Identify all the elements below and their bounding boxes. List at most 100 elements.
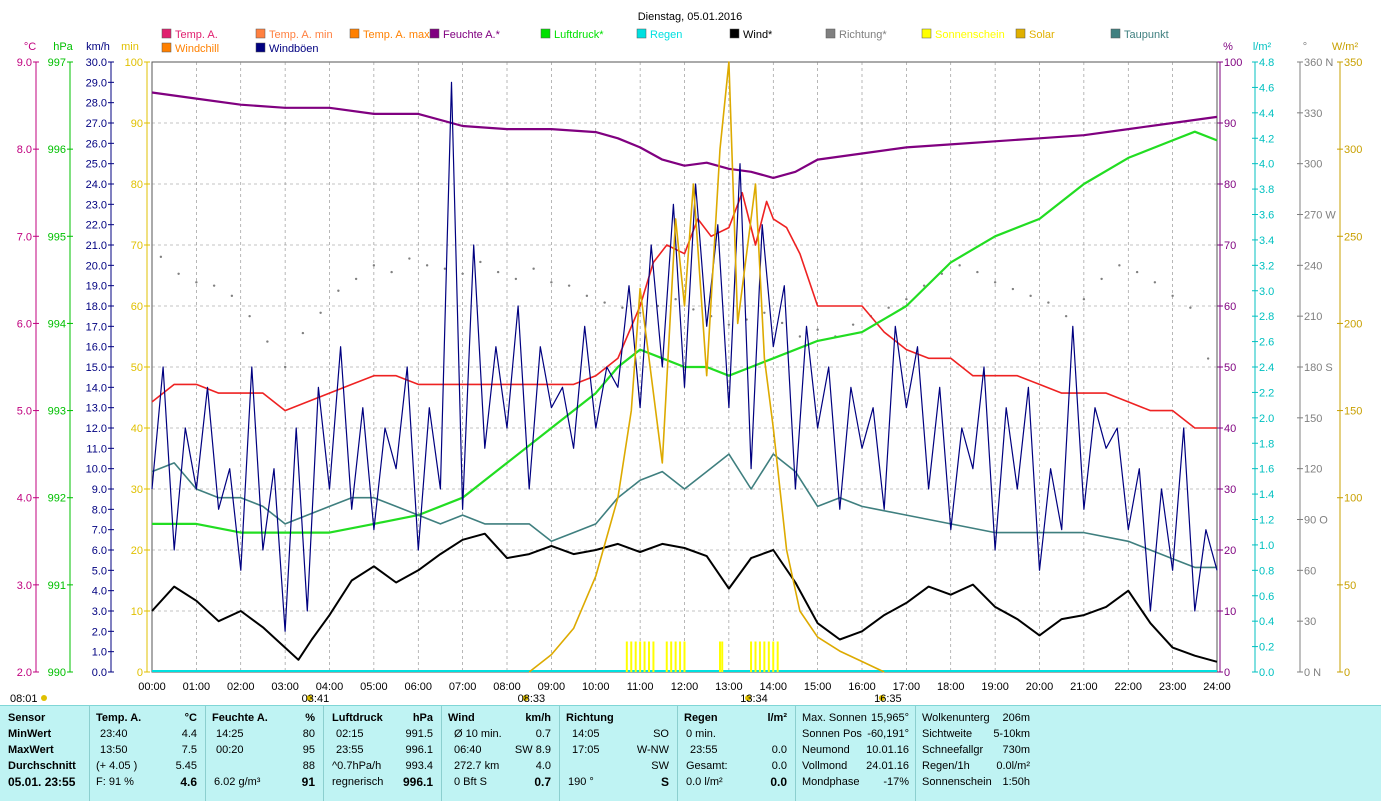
direction-point [692,308,695,311]
legend-swatch [161,42,172,53]
rain-duration: 0 min. [686,728,716,740]
axis-tick-label: 28.0 [86,98,107,110]
direction-point [585,294,589,298]
humidity-column: Feuchte A. % 14:25 80 00:20 95 88 6.02 g… [206,706,324,801]
axis-tick-label: 10 [1224,606,1236,618]
direction-point [248,314,251,318]
axis-tick-label: 26.0 [86,138,107,150]
axis-tick-label: 100 [125,57,143,69]
axis-unit-label: °C [24,41,36,53]
misc-value-2: 5-10km [993,728,1030,740]
axis-tick-label: 994 [48,318,66,330]
direction-point [479,260,482,264]
misc-label-1: Wolkenunterg [922,712,990,724]
temp-max-value: 7.5 [181,744,197,756]
axis-tick-label: 8.0 [92,504,107,516]
axis-tick-label: 4.2 [1259,133,1274,145]
axis-tick-label: 2.0 [92,626,107,638]
press-unit: hPa [412,712,433,724]
legend-label: Wind* [743,29,773,41]
direction-point [1135,270,1139,274]
x-tick-label: 21:00 [1070,681,1098,693]
legend-label: Regen [650,29,682,41]
direction-point [780,321,784,325]
axis-tick-label: 60 [131,301,143,313]
axis-tick-label: 2.6 [1259,337,1274,349]
axis-tick-label: 995 [48,231,66,243]
axis-tick-label: 180 S [1304,362,1333,374]
dir-time-1: 14:05 [572,728,600,740]
axis-tick-label: 0.4 [1259,616,1274,628]
legend-label: Windchill [175,43,219,55]
wind-max-value: SW 8.9 [514,744,551,756]
axis-tick-label: 50 [1344,580,1356,592]
dir-value-1: SO [653,728,669,740]
press-forecast: regnerisch [332,776,384,788]
rain-total-label: Gesamt: [686,760,728,772]
chart-title: Dienstag, 05.01.2016 [638,11,743,23]
dir-time-2: 17:05 [572,744,600,756]
direction-point [354,277,358,281]
legend-swatch [825,28,836,39]
legend-label: Solar [1029,29,1055,41]
legend-label: Windböen [269,43,319,55]
misc-value-3: 730m [1002,744,1030,756]
weather-chart: Dienstag, 05.01.2016 Temp. A. Temp. A. mi… [10,11,1362,705]
minwert-label: MinWert [8,728,52,740]
legend-swatch [729,28,740,39]
direction-point [1153,281,1157,284]
axis-tick-label: 4.0 [17,493,32,505]
direction-point [1100,277,1103,281]
astro-value-2: -60,191° [867,728,909,740]
x-tick-label: 02:00 [227,681,255,693]
astro-value-1: 15,965° [870,712,909,724]
direction-point [958,264,961,267]
legend-swatch [1110,28,1121,39]
press-current: 996.1 [402,775,433,789]
legend-label: Luftdruck* [554,29,604,41]
axis-tick-label: 7.0 [17,231,32,243]
axis-tick-label: 30 [1224,484,1236,496]
x-tick-label: 15:00 [804,681,832,693]
direction-point [816,328,819,331]
dir-value-2: W-NW [636,744,669,756]
direction-point [851,323,855,326]
x-tick-label: 08:00 [493,681,521,693]
axis-tick-label: 40 [1224,423,1236,435]
dir-degrees: 190 ° [568,776,594,788]
temp-unit: °C [184,712,197,724]
x-tick-label: 05:00 [360,681,388,693]
time-marker-icon [745,695,752,701]
dir-avg: SW [651,760,669,772]
misc-label-2: Sichtweite [922,728,973,740]
series-line [151,81,1218,632]
axis-tick-label: 9.0 [92,484,107,496]
axis-tick-label: 3.0 [17,580,32,592]
x-tick-label: 07:00 [449,681,477,693]
hum-max-time: 00:20 [216,744,244,756]
axis-tick-label: 100 [1344,493,1362,505]
misc-value-1: 206m [1002,712,1030,724]
legend-swatch [1015,28,1026,39]
axis-tick-label: 3.8 [1259,184,1274,196]
direction-point [443,267,447,270]
press-min-time: 02:15 [336,728,364,740]
temp-feel: F: 91 % [96,776,134,788]
axis-tick-label: 3.4 [1259,235,1274,247]
direction-point [319,311,322,314]
axis-unit-label: km/h [86,41,110,53]
axis-tick-label: 20 [1224,545,1236,557]
x-axis: 00:00 01:00 02:00 03:00 04:00 05:00 06:00 07:00… [10,681,1231,705]
rain-unit: l/m² [767,712,787,724]
astro-label-2: Sonnen Pos [802,728,862,740]
direction-point [621,306,624,309]
direction-point [638,311,642,314]
axis-tick-label: 13.0 [86,403,107,415]
legend-label: Temp. A. [175,29,218,41]
axis-tick-label: 70 [1224,240,1236,252]
axis-tick-label: 150 [1304,413,1322,425]
axis-tick-label: 0.0 [92,667,107,679]
time-marker-icon [306,695,313,701]
direction-point [1011,287,1015,291]
wind-run: 272.7 km [454,760,500,772]
